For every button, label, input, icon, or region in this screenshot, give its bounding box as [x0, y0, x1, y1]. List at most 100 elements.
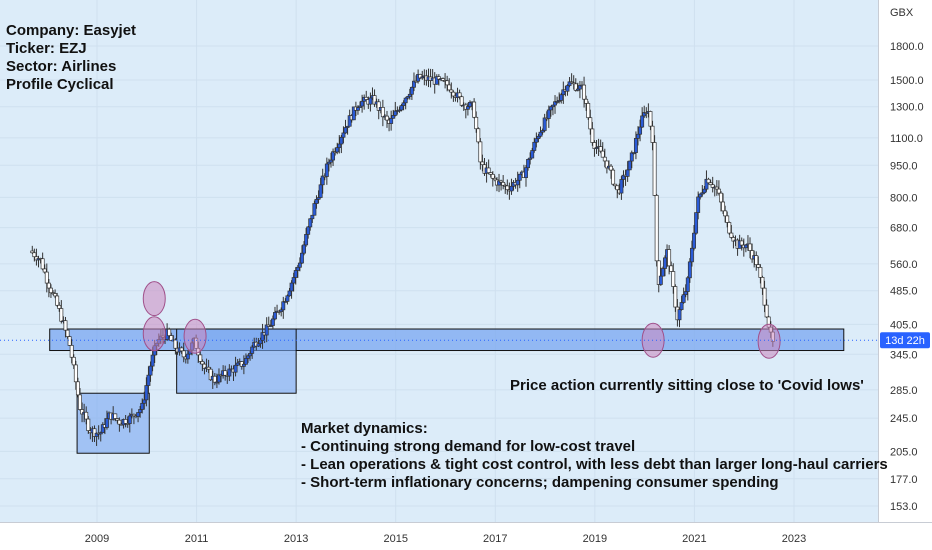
candle-body	[667, 249, 672, 267]
candle-body	[75, 381, 80, 396]
candle-body	[343, 127, 348, 134]
candle-body	[648, 111, 653, 127]
candle-body	[685, 277, 690, 292]
candle-body	[256, 343, 261, 347]
candle-body	[320, 175, 325, 186]
ticker-label: Ticker: EZJ	[6, 40, 87, 57]
candle-body	[304, 234, 309, 246]
candle-body	[65, 329, 70, 337]
candle-body	[584, 98, 589, 104]
highlight-ellipse	[183, 318, 207, 354]
candle-body	[567, 81, 572, 86]
candle-body	[673, 286, 678, 308]
candle-body	[63, 320, 68, 331]
candle-body	[702, 188, 707, 194]
candle-body	[743, 244, 748, 249]
price-tick-label: 1800.0	[890, 41, 924, 53]
candle-body	[331, 151, 336, 161]
candle-body	[627, 160, 632, 171]
price-tick-label: 153.0	[890, 501, 918, 513]
time-tick-label: 2009	[85, 533, 109, 545]
price-tick-label: 245.0	[890, 413, 918, 425]
time-tick-label: 2019	[583, 533, 607, 545]
candle-body	[258, 340, 263, 345]
price-tick-label: 485.0	[890, 286, 918, 298]
candle-body	[42, 268, 47, 273]
price-tick-label: 177.0	[890, 474, 918, 486]
candle-body	[681, 294, 686, 303]
market-dynamics-point: - Lean operations & tight cost control, …	[301, 456, 888, 473]
candle-body	[619, 179, 624, 194]
candle-body	[48, 287, 53, 294]
candle-body	[341, 132, 346, 138]
candle-body	[677, 309, 682, 321]
market-dynamics-point: - Continuing strong demand for low-cost …	[301, 438, 636, 455]
candle-body	[546, 109, 551, 119]
candle-body	[538, 131, 543, 137]
candle-body	[138, 409, 143, 413]
candle-body	[376, 101, 381, 111]
market-dynamics-title: Market dynamics:	[301, 420, 428, 437]
time-tick-label: 2013	[284, 533, 308, 545]
candle-body	[559, 94, 564, 101]
candle-body	[144, 385, 149, 401]
candle-body	[586, 103, 591, 119]
market-dynamics-annotation: Market dynamics: - Continuing strong dem…	[301, 420, 888, 492]
candle-body	[729, 232, 734, 238]
candle-body	[476, 128, 481, 143]
price-tick-label: 405.0	[890, 319, 918, 331]
candle-body	[689, 247, 694, 263]
candle-body	[629, 152, 634, 162]
time-tick-label: 2015	[383, 533, 407, 545]
highlight-ellipse	[757, 323, 781, 359]
candle-body	[55, 295, 60, 306]
candle-body	[486, 167, 491, 174]
candle-body	[663, 257, 667, 269]
candle-body	[71, 356, 76, 366]
candle-body	[517, 173, 522, 181]
candle-body	[739, 240, 744, 246]
candle-body	[293, 270, 298, 278]
candle-body	[716, 188, 721, 194]
candle-body	[445, 80, 450, 86]
candle-body	[756, 264, 761, 268]
candle-body	[84, 411, 89, 420]
candle-body	[602, 156, 607, 162]
candle-body	[509, 185, 514, 192]
candle-body	[478, 141, 483, 163]
candle-body	[671, 271, 676, 287]
covid-lows-annotation: Price action currently sitting close to …	[510, 377, 864, 394]
candle-body	[401, 102, 406, 106]
price-tick-label: 1100.0	[890, 133, 923, 145]
candle-body	[515, 179, 520, 186]
candle-body	[501, 181, 506, 186]
candle-body	[360, 100, 365, 107]
candle-body	[748, 243, 752, 251]
candle-body	[465, 106, 470, 110]
candle-body	[472, 101, 477, 118]
price-tick-label: 1300.0	[890, 102, 924, 114]
candle-body	[650, 125, 655, 143]
candle-body	[582, 84, 587, 100]
time-axis-panel	[0, 522, 932, 550]
candle-body	[725, 215, 730, 223]
candle-body	[698, 193, 703, 198]
candle-body	[638, 126, 643, 135]
candle-body	[615, 185, 620, 191]
current-price-badge: 13d 22h	[880, 332, 930, 349]
candle-body	[86, 418, 91, 431]
candle-body	[227, 368, 232, 377]
candle-body	[250, 346, 255, 354]
candle-body	[706, 178, 711, 184]
current-price-badge-box	[880, 332, 930, 349]
candle-body	[760, 277, 765, 289]
candle-body	[312, 203, 317, 216]
candle-body	[287, 290, 292, 297]
price-tick-label: 285.0	[890, 385, 918, 397]
candle-body	[345, 125, 350, 128]
candle-body	[300, 252, 304, 264]
candle-body	[310, 214, 315, 220]
candle-body	[459, 96, 464, 106]
candle-body	[389, 117, 394, 124]
